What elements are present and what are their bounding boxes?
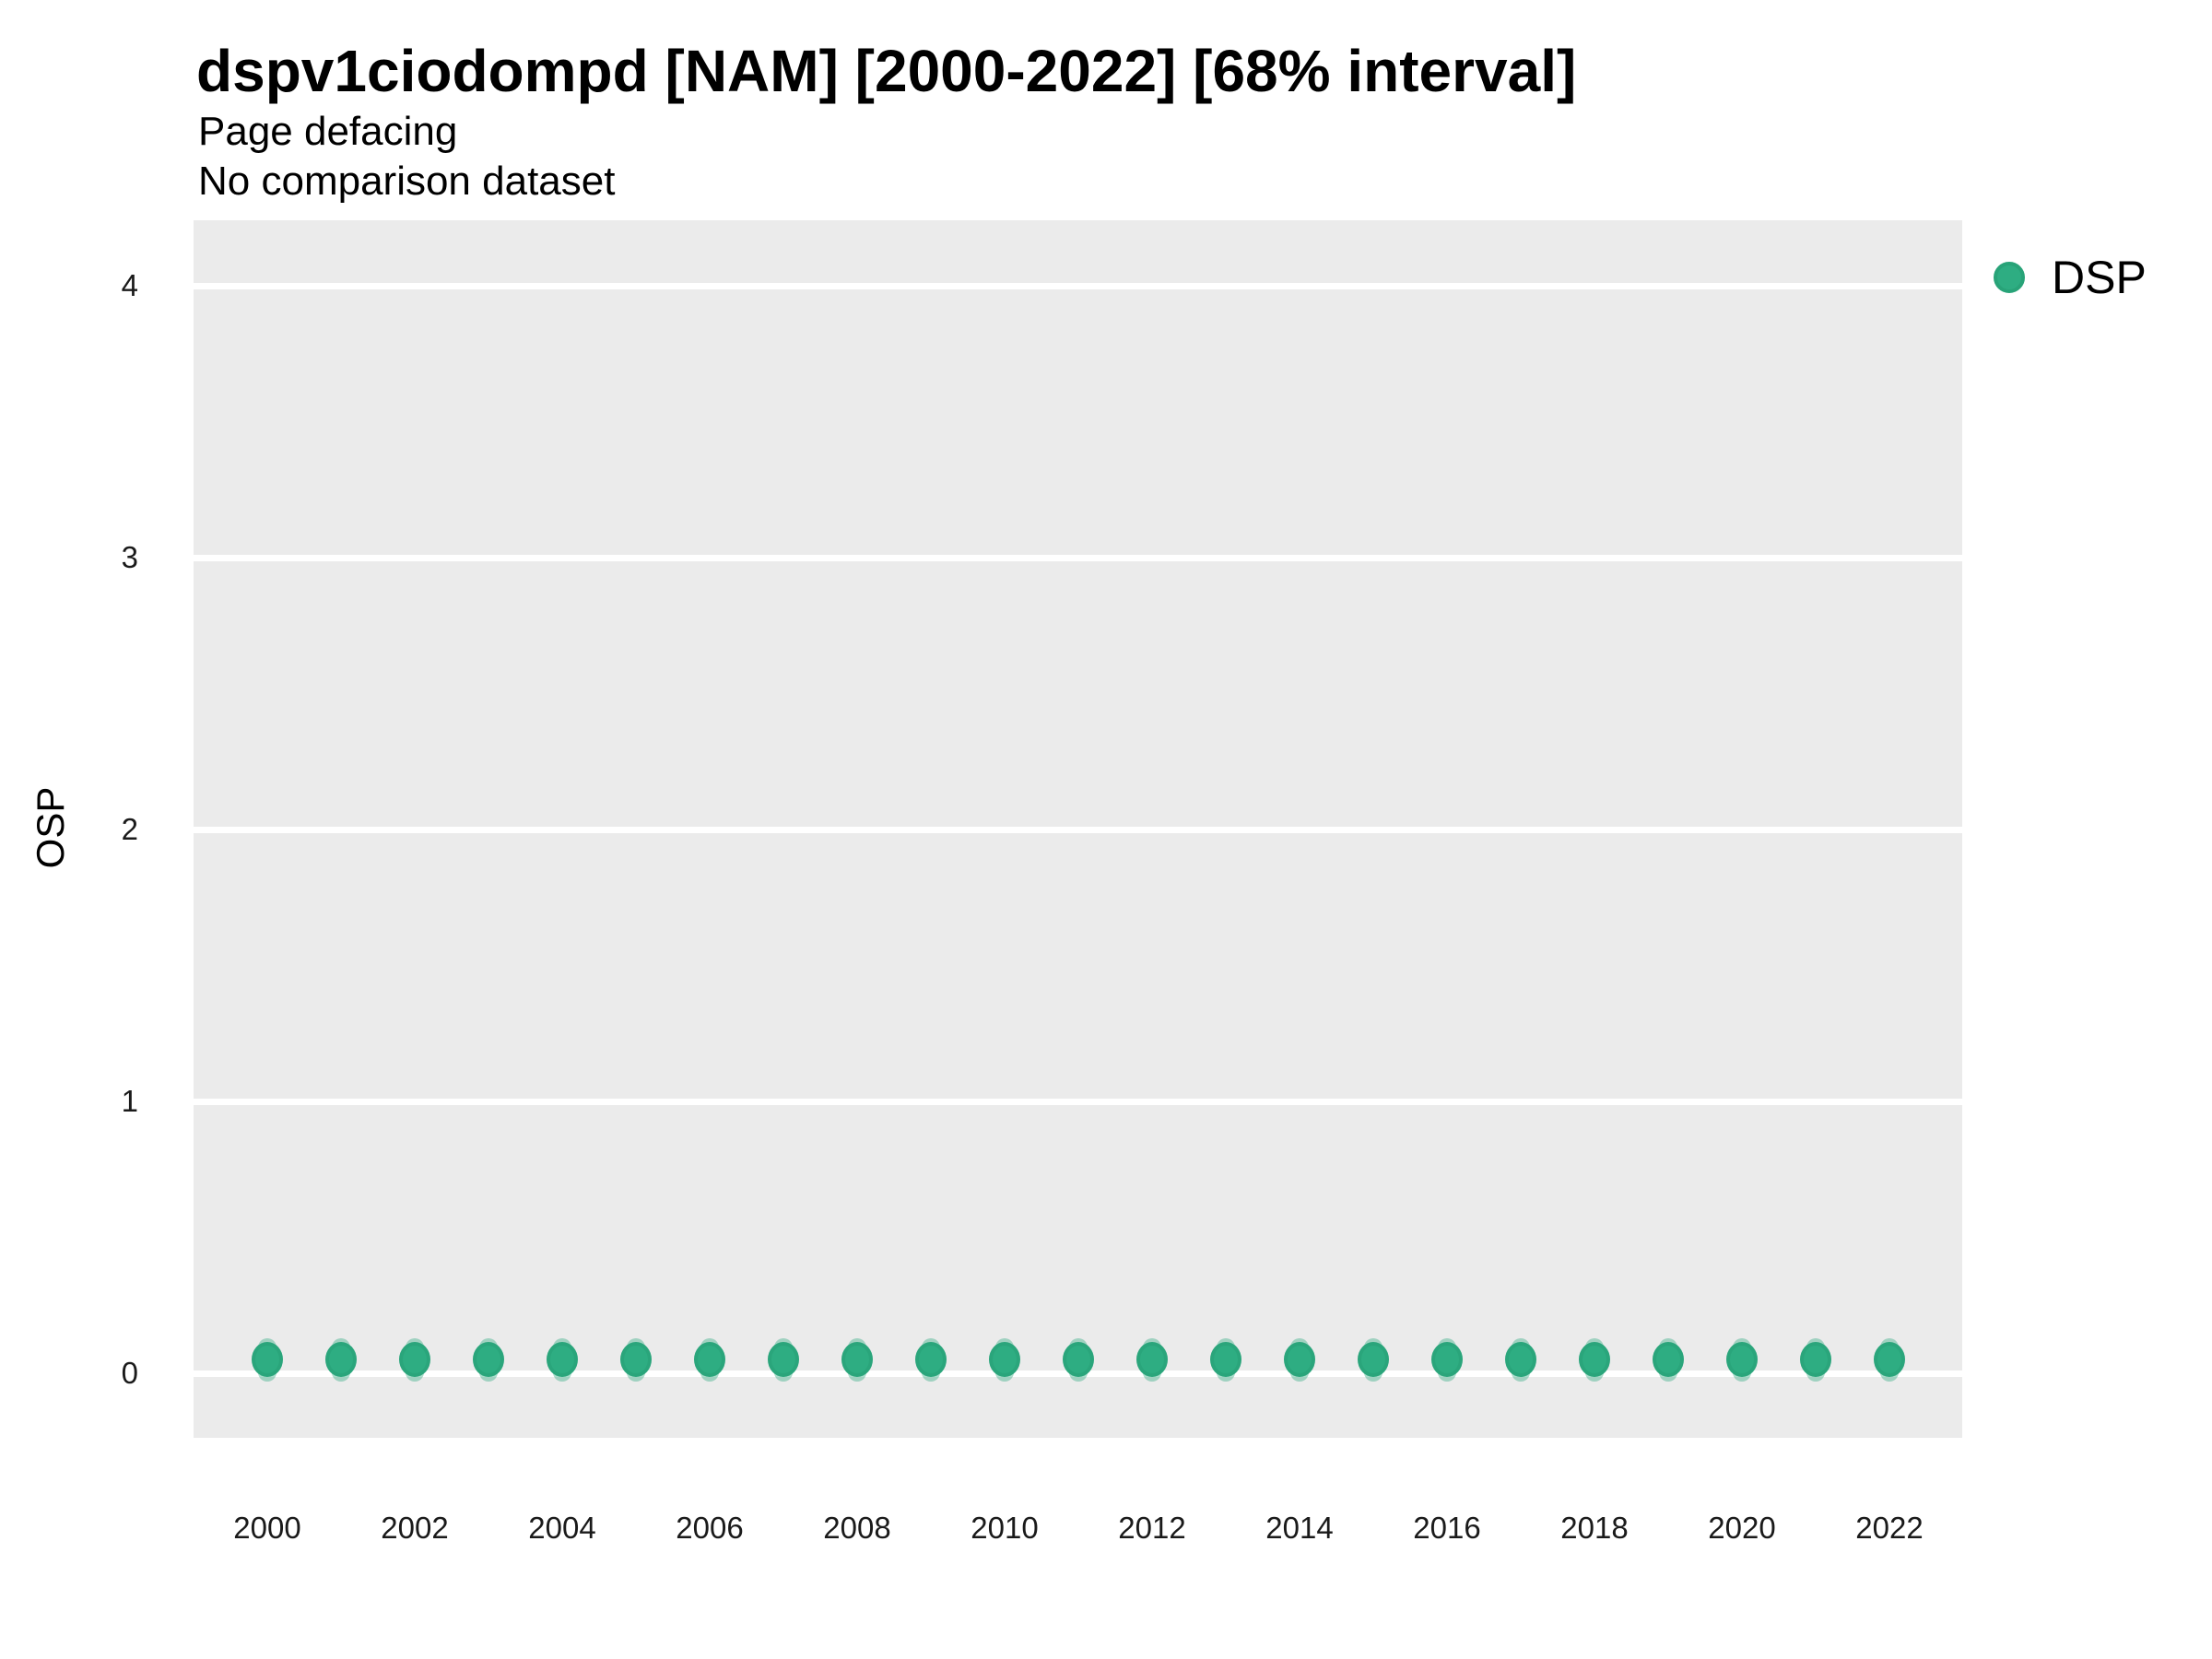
y-tick-label: 2 (121, 812, 138, 846)
data-point-2003 (473, 1342, 504, 1378)
data-point-2018 (1579, 1342, 1610, 1378)
x-tick-label: 2018 (1560, 1511, 1629, 1545)
x-tick-label: 2012 (1118, 1511, 1186, 1545)
chart-subtitle-line1: Page defacing (198, 109, 458, 154)
x-tick-label: 2010 (971, 1511, 1039, 1545)
x-tick-label: 2016 (1413, 1511, 1481, 1545)
legend-label-dsp: DSP (2052, 252, 2147, 303)
data-point-2020 (1726, 1342, 1758, 1378)
plot-panel (194, 220, 1962, 1438)
x-tick-label: 2008 (823, 1511, 891, 1545)
data-point-2006 (694, 1342, 725, 1378)
data-point-2012 (1136, 1342, 1168, 1378)
data-point-2022 (1874, 1342, 1905, 1378)
data-point-2002 (399, 1342, 430, 1378)
y-tick-label: 4 (121, 268, 138, 302)
x-tick-label: 2022 (1855, 1511, 1924, 1545)
gridline-y-4 (194, 283, 1962, 289)
x-tick-label: 2004 (528, 1511, 596, 1545)
data-point-2009 (915, 1342, 947, 1378)
data-point-2007 (768, 1342, 799, 1378)
data-point-2005 (620, 1342, 652, 1378)
data-point-2000 (252, 1342, 283, 1378)
data-point-2015 (1358, 1342, 1389, 1378)
data-point-2019 (1653, 1342, 1684, 1378)
data-point-2011 (1063, 1342, 1094, 1378)
data-point-2017 (1505, 1342, 1536, 1378)
chart-subtitle-line2: No comparison dataset (198, 159, 616, 204)
x-tick-label: 2006 (676, 1511, 744, 1545)
gridline-y-3 (194, 555, 1962, 561)
gridline-y-2 (194, 827, 1962, 833)
x-tick-label: 2002 (381, 1511, 449, 1545)
x-tick-label: 2020 (1708, 1511, 1776, 1545)
x-tick-label: 2014 (1265, 1511, 1334, 1545)
y-tick-label: 1 (121, 1084, 138, 1118)
data-point-2010 (989, 1342, 1020, 1378)
legend-dsp-circle-icon (1994, 262, 2025, 293)
data-point-2008 (841, 1342, 873, 1378)
gridline-y-1 (194, 1099, 1962, 1105)
data-point-2021 (1800, 1342, 1831, 1378)
data-point-2013 (1210, 1342, 1241, 1378)
y-tick-label: 0 (121, 1356, 138, 1390)
data-point-2004 (547, 1342, 578, 1378)
data-point-2001 (325, 1342, 357, 1378)
data-point-2016 (1431, 1342, 1463, 1378)
x-tick-label: 2000 (233, 1511, 301, 1545)
chart-title: dspv1ciodompd [NAM] [2000-2022] [68% int… (196, 38, 1577, 104)
data-point-2014 (1284, 1342, 1315, 1378)
y-tick-label: 3 (121, 540, 138, 574)
